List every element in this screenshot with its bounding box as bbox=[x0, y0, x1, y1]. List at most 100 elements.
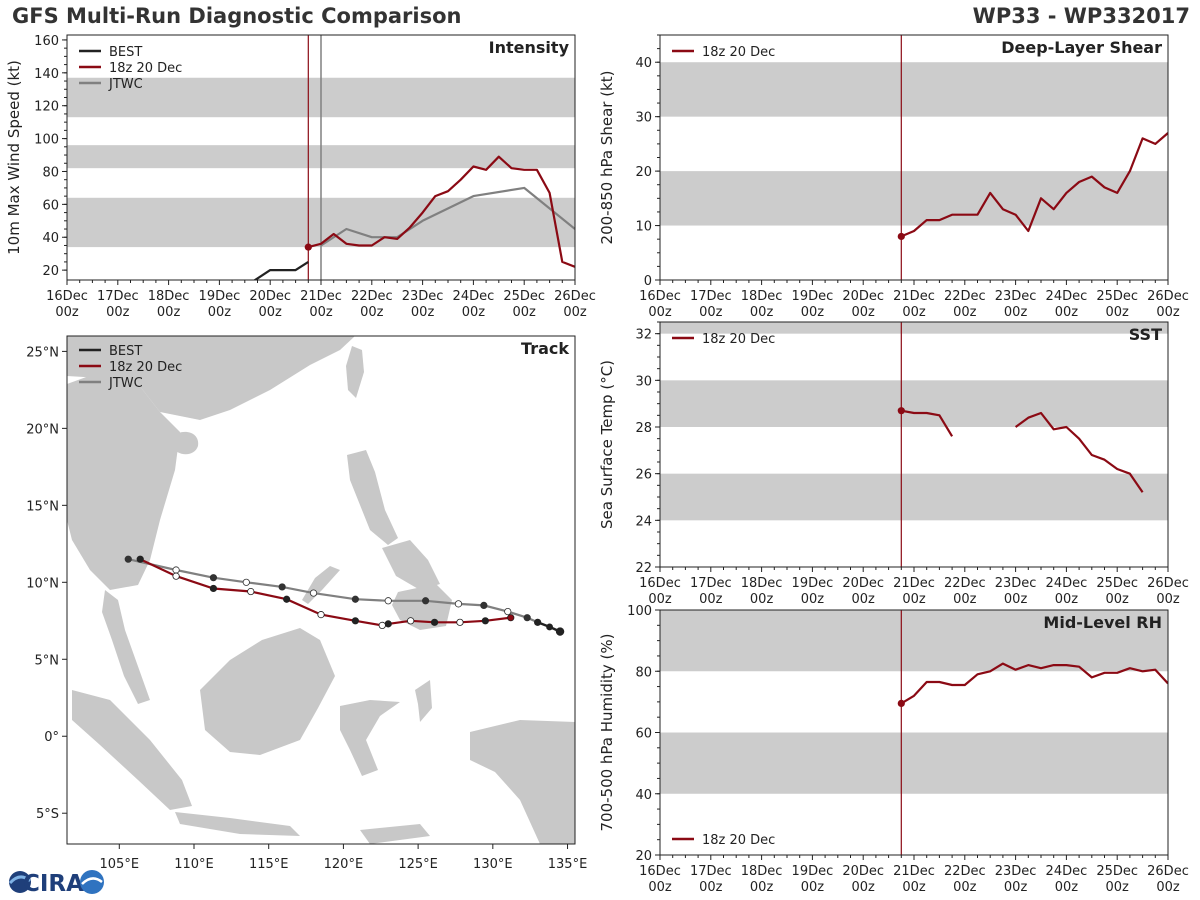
logo-text: CIRA bbox=[23, 871, 84, 896]
rh-x-tick-label: 22Dec bbox=[944, 864, 986, 879]
shear-x-tick-label: 00z bbox=[801, 305, 825, 320]
intensity-x-tick-label: 00z bbox=[360, 305, 384, 320]
shear-x-tick-label: 19Dec bbox=[792, 289, 834, 304]
shear-x-tick-label: 21Dec bbox=[893, 289, 935, 304]
shear-x-tick-label: 00z bbox=[953, 305, 977, 320]
rh-y-tick-label: 100 bbox=[627, 604, 652, 619]
rh-x-tick-label: 00z bbox=[1106, 880, 1130, 895]
run-track-point bbox=[407, 617, 415, 625]
sst-x-tick-label: 26Dec bbox=[1147, 576, 1189, 591]
track-y-tick-label: 25°N bbox=[26, 345, 59, 360]
shear-x-tick-label: 00z bbox=[750, 305, 774, 320]
rh-x-tick-label: 25Dec bbox=[1096, 864, 1138, 879]
intensity-legend-label: 18z 20 Dec bbox=[109, 61, 182, 76]
jtwc-track-point bbox=[309, 589, 318, 597]
shear-y-tick-label: 30 bbox=[635, 111, 652, 126]
shear-x-tick-label: 00z bbox=[1156, 305, 1180, 320]
shear-x-tick-label: 26Dec bbox=[1147, 289, 1189, 304]
jtwc-track-point bbox=[504, 607, 512, 616]
sst-y-tick-label: 22 bbox=[635, 561, 652, 576]
rh-x-tick-label: 00z bbox=[953, 880, 977, 895]
best-track-point bbox=[534, 618, 542, 626]
shear-y-tick-label: 20 bbox=[635, 165, 652, 180]
intensity-x-tick-label: 00z bbox=[55, 305, 79, 320]
borneo-land bbox=[200, 628, 335, 755]
track-x-tick-label: 115°E bbox=[249, 857, 289, 872]
rh-x-tick-label: 00z bbox=[648, 880, 672, 895]
sst-x-tick-label: 00z bbox=[699, 592, 723, 607]
intensity-x-tick-label: 26Dec bbox=[554, 289, 596, 304]
jtwc-track-point bbox=[351, 595, 359, 603]
track-x-tick-label: 125°E bbox=[398, 857, 438, 872]
sst-series-line bbox=[901, 409, 954, 437]
sst-x-tick-label: 24Dec bbox=[1046, 576, 1088, 591]
sst-y-tick-label: 30 bbox=[635, 374, 652, 389]
track-x-tick-label: 130°E bbox=[473, 857, 513, 872]
rh-y-tick-label: 60 bbox=[635, 727, 652, 742]
rh-y-tick-label: 80 bbox=[635, 665, 652, 680]
sst-x-tick-label: 00z bbox=[750, 592, 774, 607]
rh-x-tick-label: 00z bbox=[1055, 880, 1079, 895]
sst-init-point bbox=[897, 407, 905, 415]
intensity-y-axis-label: 10m Max Wind Speed (kt) bbox=[5, 60, 23, 255]
track-y-tick-label: 20°N bbox=[26, 422, 59, 437]
china-coast-land bbox=[67, 336, 355, 420]
track-y-tick-label: 5°S bbox=[36, 807, 59, 822]
intensity-y-tick-label: 120 bbox=[34, 100, 59, 115]
visayas-land bbox=[382, 540, 440, 590]
track-y-tick-label: 15°N bbox=[26, 499, 59, 514]
run-track-point bbox=[136, 555, 144, 563]
intensity-x-tick-label: 25Dec bbox=[503, 289, 545, 304]
track-legend-label: JTWC bbox=[108, 376, 143, 391]
sumatra-land bbox=[72, 690, 192, 810]
shear-init-point bbox=[897, 232, 905, 241]
rh-init-point bbox=[897, 699, 905, 708]
shear-y-axis-label: 200-850 hPa Shear (kt) bbox=[598, 71, 616, 245]
run-track-point bbox=[209, 584, 218, 593]
run-track-line bbox=[139, 558, 511, 627]
rh-x-tick-label: 24Dec bbox=[1046, 864, 1088, 879]
intensity-series-line bbox=[308, 155, 575, 268]
sst-x-tick-label: 00z bbox=[902, 592, 926, 607]
shear-x-tick-label: 23Dec bbox=[995, 289, 1037, 304]
cira-logo: CIRA bbox=[6, 866, 106, 897]
shear-x-tick-label: 17Dec bbox=[690, 289, 732, 304]
rh-x-tick-label: 19Dec bbox=[792, 864, 834, 879]
intensity-legend-label: BEST bbox=[109, 45, 142, 60]
jtwc-track-point bbox=[124, 555, 132, 563]
halmahera-land bbox=[415, 680, 432, 722]
intensity-y-tick-label: 40 bbox=[42, 231, 59, 246]
intensity-x-tick-label: 00z bbox=[259, 305, 283, 320]
intensity-x-tick-label: 17Dec bbox=[97, 289, 139, 304]
sst-band bbox=[660, 322, 1168, 334]
rh-x-tick-label: 00z bbox=[699, 880, 723, 895]
malay-peninsula-land bbox=[102, 590, 150, 704]
intensity-x-tick-label: 21Dec bbox=[300, 289, 342, 304]
sst-x-tick-label: 23Dec bbox=[995, 576, 1037, 591]
shear-x-tick-label: 25Dec bbox=[1096, 289, 1138, 304]
jtwc-track-line bbox=[128, 558, 539, 624]
rh-y-tick-label: 40 bbox=[635, 788, 652, 803]
run-track-point bbox=[317, 611, 325, 619]
intensity-series-line bbox=[252, 260, 309, 280]
track-x-tick-label: 105°E bbox=[100, 857, 140, 872]
track-legend-label: 18z 20 Dec bbox=[109, 360, 182, 375]
shear-x-tick-label: 00z bbox=[1055, 305, 1079, 320]
jtwc-track-point bbox=[454, 600, 463, 608]
intensity-y-tick-label: 160 bbox=[34, 34, 59, 49]
sulawesi-land bbox=[340, 700, 400, 776]
track-y-tick-label: 0° bbox=[44, 730, 59, 745]
indochina-land bbox=[67, 372, 180, 590]
intensity-y-tick-label: 60 bbox=[42, 198, 59, 213]
sst-legend-label: 18z 20 Dec bbox=[702, 332, 775, 347]
jtwc-track-point bbox=[421, 597, 430, 605]
intensity-init-point bbox=[304, 243, 312, 251]
run-track-point bbox=[430, 618, 439, 626]
rh-y-tick-label: 20 bbox=[635, 849, 652, 864]
intensity-x-tick-label: 18Dec bbox=[148, 289, 190, 304]
intensity-x-tick-label: 00z bbox=[411, 305, 435, 320]
palawan-land bbox=[302, 566, 340, 604]
best-track-point bbox=[555, 627, 565, 636]
jtwc-track-point bbox=[209, 574, 218, 582]
land-masses bbox=[67, 336, 575, 844]
